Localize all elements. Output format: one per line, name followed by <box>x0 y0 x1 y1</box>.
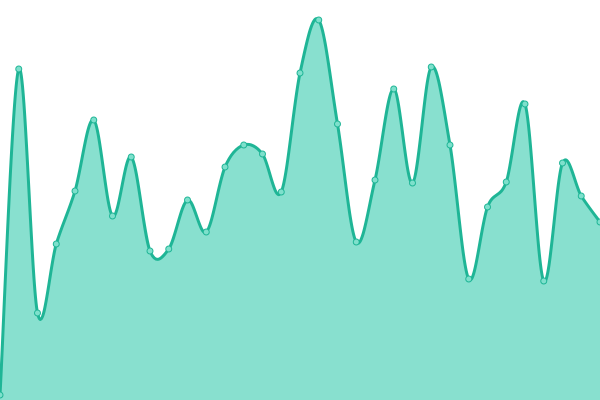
point <box>465 275 473 283</box>
point <box>15 65 23 73</box>
point <box>371 176 379 184</box>
point <box>221 163 229 171</box>
point <box>577 192 585 200</box>
point <box>240 141 248 149</box>
point <box>34 309 41 317</box>
point <box>502 178 510 186</box>
point <box>259 150 266 158</box>
point <box>390 85 398 93</box>
point <box>0 391 4 399</box>
point <box>109 212 116 220</box>
point <box>184 196 191 204</box>
point <box>446 141 454 149</box>
point <box>521 100 529 108</box>
point <box>52 240 60 248</box>
point <box>484 203 491 211</box>
point <box>165 245 173 253</box>
point <box>596 218 600 226</box>
point <box>559 159 566 167</box>
point <box>90 116 98 124</box>
point <box>315 16 323 24</box>
area <box>0 18 600 400</box>
point <box>296 69 304 77</box>
point <box>427 63 435 71</box>
point <box>352 238 360 246</box>
point <box>334 120 341 128</box>
point <box>127 153 135 161</box>
point <box>202 228 210 236</box>
point <box>146 247 154 255</box>
point <box>277 188 285 196</box>
point <box>409 179 416 187</box>
point <box>540 277 548 285</box>
point <box>71 187 79 195</box>
